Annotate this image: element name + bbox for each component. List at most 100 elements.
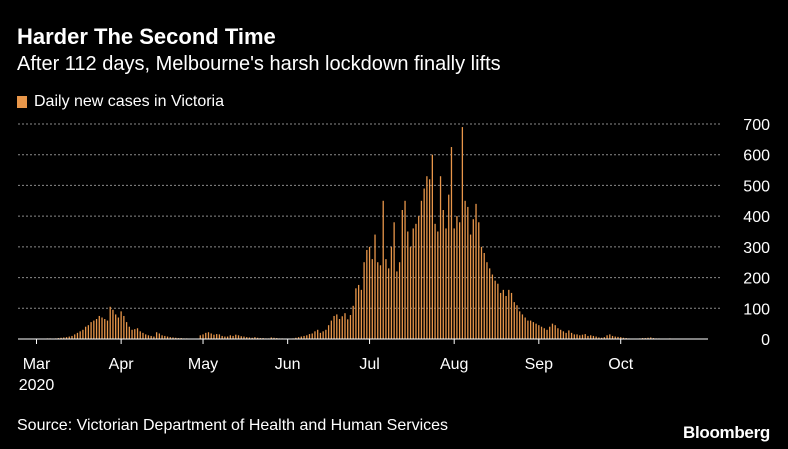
bar — [499, 292, 502, 339]
bar — [207, 332, 210, 339]
y-tick-label: 0 — [761, 332, 770, 349]
bar — [87, 325, 90, 339]
bar — [570, 332, 573, 339]
bar — [527, 320, 529, 339]
bar — [611, 335, 614, 339]
bar — [76, 332, 79, 339]
bar — [202, 334, 204, 339]
bar — [568, 330, 570, 339]
bar — [65, 337, 68, 339]
source-note: Source: Victorian Department of Health a… — [17, 417, 449, 434]
bar — [614, 336, 616, 339]
bar — [456, 216, 458, 339]
bar — [390, 246, 393, 339]
chart-subtitle: After 112 days, Melbourne's harsh lockdo… — [17, 53, 501, 75]
bar — [622, 337, 625, 339]
bar — [423, 188, 425, 339]
bar — [90, 322, 92, 339]
bar — [489, 268, 491, 339]
bar — [68, 336, 70, 339]
bar — [246, 337, 248, 339]
bar — [418, 216, 420, 339]
bar — [398, 262, 401, 339]
bar — [147, 335, 150, 339]
bar — [426, 176, 428, 339]
bar — [273, 337, 275, 339]
bar — [579, 335, 581, 339]
bar — [297, 337, 300, 339]
bar — [98, 315, 100, 339]
bar — [379, 265, 382, 339]
bar — [459, 222, 461, 339]
bar — [404, 200, 406, 339]
x-tick-label: Oct — [608, 356, 633, 373]
bar — [314, 331, 316, 339]
bar — [510, 292, 513, 339]
bar — [142, 332, 144, 339]
bar — [109, 306, 111, 339]
bar — [587, 335, 589, 339]
bar — [355, 288, 357, 339]
bar — [538, 325, 540, 339]
bar — [82, 329, 84, 339]
bar — [478, 222, 480, 339]
bar — [565, 332, 567, 339]
bar — [319, 332, 322, 339]
bar — [576, 334, 578, 339]
bar — [453, 228, 455, 339]
bar — [248, 337, 251, 339]
bar — [155, 332, 158, 339]
bar — [131, 329, 133, 339]
bar — [306, 335, 308, 339]
bar — [562, 331, 565, 339]
bar — [112, 309, 114, 339]
bar — [480, 246, 483, 339]
x-tick-label: Jun — [275, 356, 301, 373]
bar — [382, 200, 384, 339]
bar — [325, 329, 327, 339]
bar — [374, 234, 376, 339]
bar — [491, 274, 494, 339]
bar — [172, 337, 174, 339]
bar — [573, 334, 575, 339]
bar — [218, 334, 221, 339]
bar — [409, 246, 412, 339]
bar — [213, 334, 215, 339]
bar — [445, 228, 447, 339]
y-tick-label: 100 — [743, 301, 770, 318]
bar — [461, 127, 464, 339]
bar — [368, 246, 371, 339]
bar — [609, 334, 611, 339]
bar — [549, 326, 551, 339]
bar — [521, 314, 524, 339]
bar — [524, 317, 526, 339]
bar — [532, 322, 535, 339]
bar — [508, 289, 510, 339]
bar — [311, 333, 313, 339]
bar — [603, 337, 605, 339]
bar — [125, 322, 128, 339]
bar — [254, 337, 256, 339]
bar — [388, 268, 390, 339]
bar — [505, 296, 507, 339]
bar — [136, 328, 139, 339]
bar — [145, 334, 147, 339]
bar — [475, 203, 477, 339]
bar — [647, 337, 649, 339]
bar — [546, 329, 548, 339]
bar — [620, 337, 622, 339]
y-tick-label: 400 — [743, 209, 770, 226]
bar — [516, 305, 518, 339]
bar — [308, 334, 311, 339]
bar — [169, 337, 171, 339]
bar — [123, 315, 125, 339]
bar — [134, 329, 136, 339]
bar — [513, 302, 515, 339]
bar — [93, 320, 95, 339]
x-tick-sublabel: 2020 — [19, 377, 55, 394]
bar — [226, 336, 229, 339]
bar — [551, 323, 554, 339]
bar — [439, 176, 442, 339]
bar — [117, 317, 120, 339]
